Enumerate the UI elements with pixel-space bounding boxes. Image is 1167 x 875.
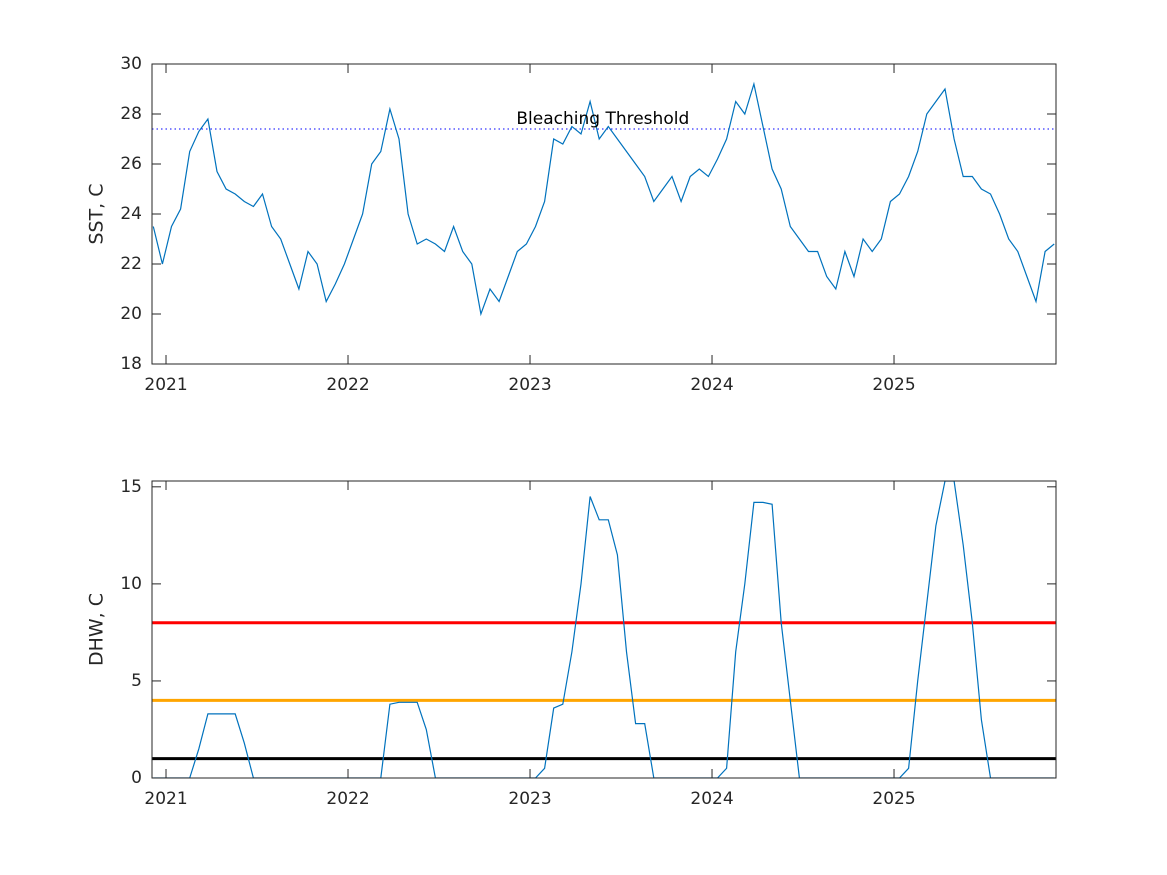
annotation: Bleaching Threshold <box>516 109 689 129</box>
y-tick-label: 18 <box>120 354 142 374</box>
plot-area <box>152 64 1056 364</box>
y-tick-label: 0 <box>131 768 142 788</box>
plot-area <box>152 481 1056 778</box>
x-tick-label: 2022 <box>326 789 369 809</box>
y-tick-label: 30 <box>120 54 142 74</box>
x-tick-label: 2023 <box>508 375 551 395</box>
y-tick-label: 24 <box>120 204 142 224</box>
x-tick-label: 2021 <box>144 375 187 395</box>
x-tick-label: 2022 <box>326 375 369 395</box>
y-tick-label: 26 <box>120 154 142 174</box>
y-axis-label: SST, C <box>86 183 108 244</box>
y-tick-label: 20 <box>120 304 142 324</box>
x-tick-label: 2025 <box>872 375 915 395</box>
y-tick-label: 5 <box>131 671 142 691</box>
x-tick-label: 2024 <box>690 789 733 809</box>
axes-box <box>151 480 1057 779</box>
y-tick-label: 15 <box>120 477 142 497</box>
y-tick-label: 10 <box>120 574 142 594</box>
data-line <box>152 81 1055 317</box>
x-tick-label: 2025 <box>872 789 915 809</box>
y-axis-label: DHW, C <box>86 593 108 666</box>
y-tick-label: 22 <box>120 254 142 274</box>
x-tick-label: 2021 <box>144 789 187 809</box>
y-tick-label: 28 <box>120 104 142 124</box>
x-tick-label: 2024 <box>690 375 733 395</box>
data-line <box>153 481 1055 778</box>
x-tick-label: 2023 <box>508 789 551 809</box>
